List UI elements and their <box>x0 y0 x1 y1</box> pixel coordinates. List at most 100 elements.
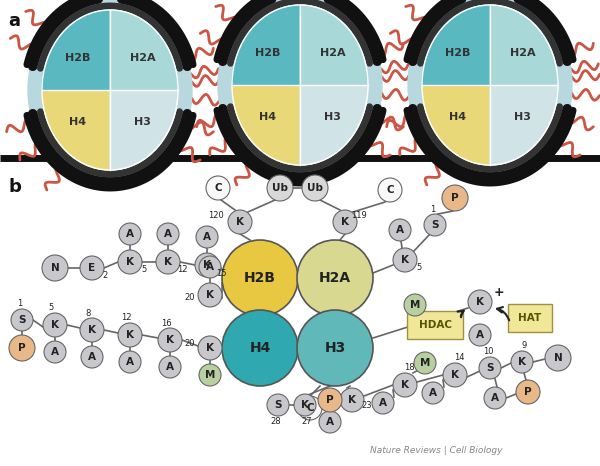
Text: A: A <box>88 352 96 362</box>
Circle shape <box>9 335 35 361</box>
Text: b: b <box>8 178 21 196</box>
Circle shape <box>81 346 103 368</box>
Text: K: K <box>88 325 96 335</box>
Text: 9: 9 <box>521 341 527 350</box>
Text: K: K <box>126 257 134 267</box>
Text: H4: H4 <box>449 112 466 122</box>
Circle shape <box>389 219 411 241</box>
Circle shape <box>302 175 328 201</box>
Text: A: A <box>51 347 59 357</box>
Text: A: A <box>203 232 211 242</box>
Circle shape <box>393 248 417 272</box>
Text: S: S <box>18 315 26 325</box>
Text: HDAC: HDAC <box>419 320 452 330</box>
Text: Ub: Ub <box>307 183 323 193</box>
Text: 5: 5 <box>416 263 422 273</box>
Text: H3: H3 <box>514 112 531 122</box>
Text: 27: 27 <box>302 417 313 425</box>
FancyArrowPatch shape <box>497 307 509 320</box>
Text: K: K <box>401 255 409 265</box>
Circle shape <box>195 253 219 277</box>
Text: K: K <box>166 335 174 345</box>
Text: 5: 5 <box>49 303 53 313</box>
Text: 1: 1 <box>430 205 436 213</box>
Text: P: P <box>326 395 334 405</box>
Text: 2: 2 <box>103 272 107 281</box>
Text: K: K <box>348 395 356 405</box>
FancyBboxPatch shape <box>407 311 463 339</box>
FancyBboxPatch shape <box>508 304 552 332</box>
Text: K: K <box>236 217 244 227</box>
Circle shape <box>468 290 492 314</box>
Polygon shape <box>422 5 490 85</box>
Ellipse shape <box>28 0 192 184</box>
Text: H2B: H2B <box>445 48 470 58</box>
Circle shape <box>511 351 533 373</box>
Text: K: K <box>206 290 214 300</box>
Text: H2A: H2A <box>319 271 351 285</box>
Circle shape <box>378 178 402 202</box>
Text: H4: H4 <box>250 341 271 355</box>
Text: H3: H3 <box>324 112 341 122</box>
Circle shape <box>545 345 571 371</box>
Text: Nature Reviews | Cell Biology: Nature Reviews | Cell Biology <box>370 446 503 455</box>
Text: 8: 8 <box>85 308 91 317</box>
Text: A: A <box>379 398 387 408</box>
Text: H4: H4 <box>259 112 276 122</box>
Text: 1: 1 <box>17 300 23 308</box>
Circle shape <box>484 387 506 409</box>
Circle shape <box>319 411 341 433</box>
Circle shape <box>118 250 142 274</box>
Text: 10: 10 <box>483 347 493 356</box>
Text: K: K <box>126 330 134 340</box>
Ellipse shape <box>218 0 382 179</box>
Polygon shape <box>422 85 490 165</box>
Text: HAT: HAT <box>518 313 542 323</box>
Circle shape <box>80 256 104 280</box>
Circle shape <box>516 380 540 404</box>
Text: 5: 5 <box>142 266 146 274</box>
Circle shape <box>156 250 180 274</box>
Text: 20: 20 <box>185 293 195 302</box>
Polygon shape <box>300 85 368 165</box>
Circle shape <box>443 363 467 387</box>
Circle shape <box>119 223 141 245</box>
Text: C: C <box>306 403 314 413</box>
Text: 23: 23 <box>362 400 373 410</box>
Circle shape <box>118 323 142 347</box>
Circle shape <box>199 364 221 386</box>
Text: A: A <box>166 362 174 372</box>
Text: K: K <box>476 297 484 307</box>
Text: A: A <box>126 229 134 239</box>
Text: H2A: H2A <box>130 53 155 63</box>
Text: C: C <box>214 183 222 193</box>
Circle shape <box>43 313 67 337</box>
Text: M: M <box>420 358 430 368</box>
Circle shape <box>157 223 179 245</box>
Text: K: K <box>164 257 172 267</box>
Circle shape <box>222 310 298 386</box>
Circle shape <box>422 382 444 404</box>
Text: 119: 119 <box>351 212 367 220</box>
Text: H2B: H2B <box>65 53 90 63</box>
Circle shape <box>42 255 68 281</box>
Circle shape <box>199 256 221 278</box>
Text: H2A: H2A <box>320 48 346 58</box>
Ellipse shape <box>408 0 572 179</box>
Polygon shape <box>232 85 300 165</box>
Text: H3: H3 <box>134 117 151 127</box>
Circle shape <box>297 310 373 386</box>
Polygon shape <box>300 5 368 85</box>
Text: A: A <box>429 388 437 398</box>
Circle shape <box>196 226 218 248</box>
Text: H2B: H2B <box>254 48 280 58</box>
Text: H4: H4 <box>69 117 86 127</box>
Text: H2B: H2B <box>244 271 276 285</box>
Circle shape <box>158 328 182 352</box>
Text: K: K <box>451 370 459 380</box>
Circle shape <box>372 392 394 414</box>
Text: C: C <box>386 185 394 195</box>
Circle shape <box>222 240 298 316</box>
Circle shape <box>198 336 222 360</box>
Polygon shape <box>490 5 558 85</box>
